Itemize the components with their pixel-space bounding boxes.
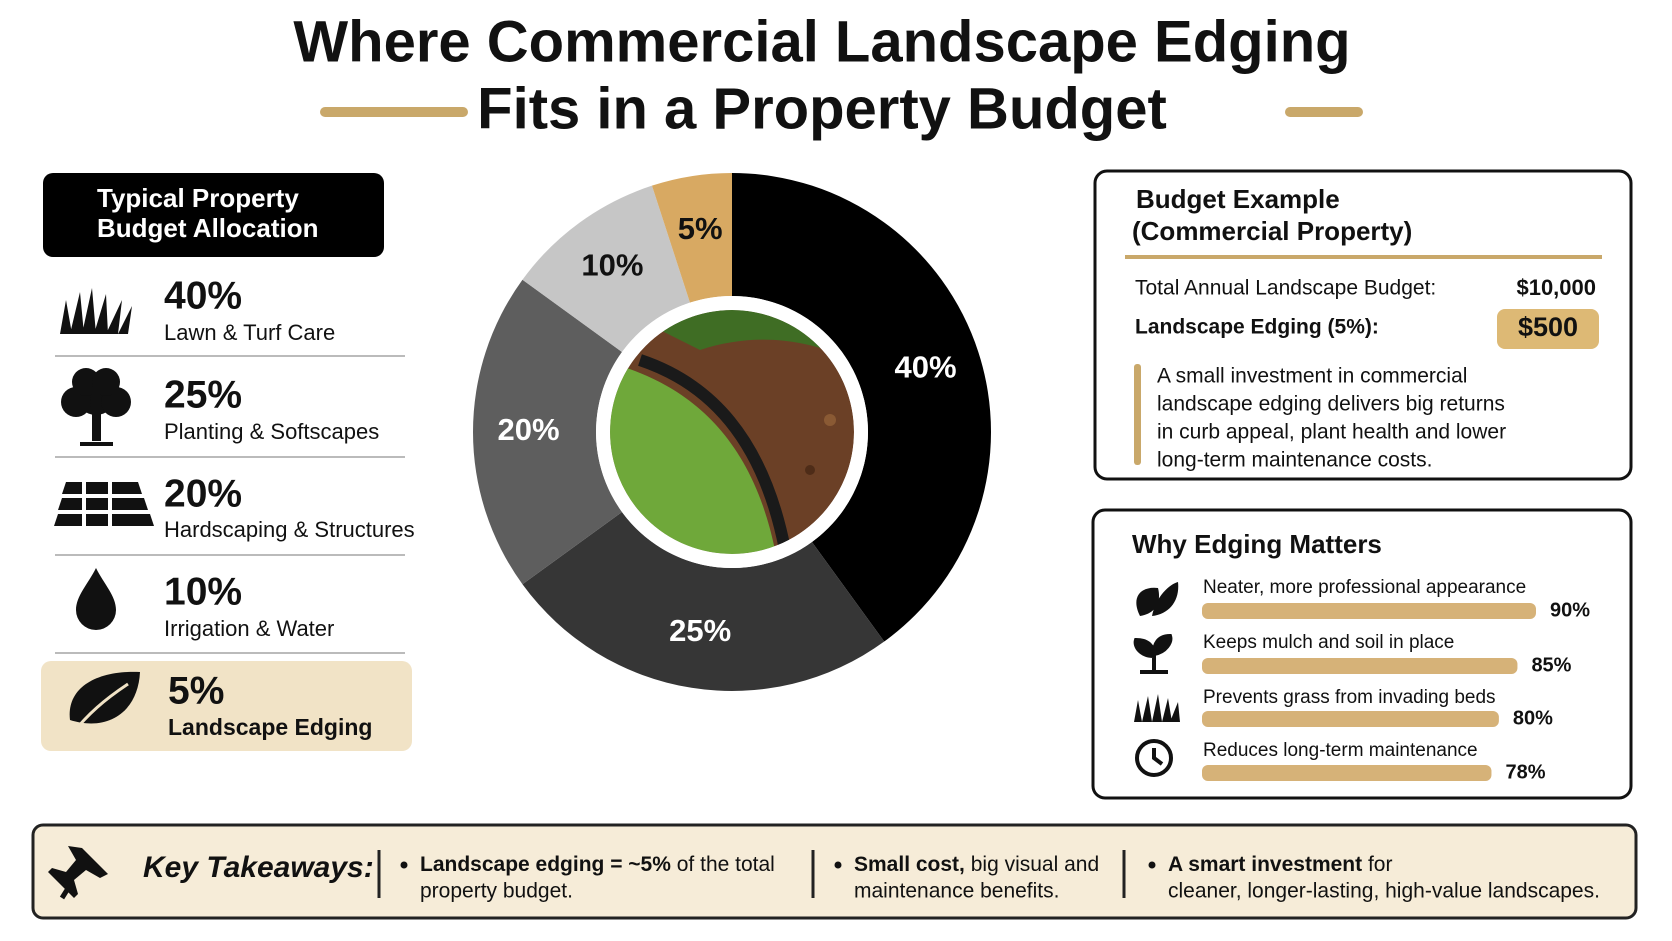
icon <box>1135 739 1173 777</box>
icon <box>48 846 108 900</box>
takeaway-bold: A smart investment <box>1168 853 1362 876</box>
slice <box>522 511 885 691</box>
note-line: long-term maintenance costs. <box>1157 449 1432 472</box>
takeaway-line: Small cost, big visual and <box>854 853 1099 876</box>
bar <box>1202 658 1518 674</box>
total-label: Total Annual Landscape Budget: <box>1135 277 1436 300</box>
slice <box>651 173 732 303</box>
photo-ring <box>596 296 868 568</box>
percent: 40% <box>164 274 242 317</box>
slice <box>732 173 991 642</box>
icon <box>54 480 154 528</box>
takeaways-heading: Key Takeaways: <box>143 851 374 884</box>
heading: Typical Property <box>97 183 299 213</box>
slice-label: 5% <box>678 211 723 246</box>
slice-label: 40% <box>895 349 957 384</box>
title-line: Fits in a Property Budget <box>477 76 1167 141</box>
slice-label: 10% <box>581 248 643 283</box>
icon <box>1136 582 1179 616</box>
category: Irrigation & Water <box>164 616 334 641</box>
bar-value: 80% <box>1513 707 1553 729</box>
note-line: landscape edging delivers big returns <box>1157 393 1505 416</box>
value-badge <box>1497 309 1599 349</box>
percent: 20% <box>164 472 242 515</box>
icon <box>1134 694 1180 722</box>
panel-title: (Commercial Property) <box>1132 216 1412 246</box>
bar-value: 78% <box>1505 761 1545 783</box>
note-line: A small investment in commercial <box>1157 365 1467 388</box>
slice <box>522 185 690 353</box>
bar <box>1202 765 1492 781</box>
icon <box>61 368 131 446</box>
icon <box>60 288 132 334</box>
note-line: in curb appeal, plant health and lower <box>1157 421 1506 444</box>
bullet <box>834 861 842 869</box>
allocation-list: Typical Property Budget Allocation 40% La… <box>41 173 415 751</box>
bar <box>1202 603 1536 619</box>
title-line: Where Commercial Landscape Edging <box>293 9 1350 74</box>
note: A small investment in commercial landscap… <box>1157 365 1506 472</box>
category: Landscape Edging <box>168 714 372 740</box>
category: Lawn & Turf Care <box>164 320 335 345</box>
takeaway-line: A smart investment for <box>1168 853 1392 876</box>
reason: Keeps mulch and soil in place <box>1203 632 1454 653</box>
takeaway-line: maintenance benefits. <box>854 880 1059 903</box>
reason: Reduces long-term maintenance <box>1203 740 1478 761</box>
takeaway-text: of the total <box>671 853 775 876</box>
edging-value: $500 <box>1518 312 1578 342</box>
slice-label: 25% <box>669 613 731 648</box>
takeaways-panel <box>31 823 1638 920</box>
icon <box>76 568 116 630</box>
title-rule <box>1285 107 1363 117</box>
takeaway-bold: Small cost, <box>854 853 965 876</box>
heading-box <box>43 173 384 257</box>
slice-label: 20% <box>497 412 559 447</box>
title-rule <box>320 107 468 117</box>
reason: Prevents grass from invading beds <box>1203 687 1496 708</box>
bar-value: 90% <box>1550 599 1590 621</box>
reason: Neater, more professional appearance <box>1203 577 1526 598</box>
edging-label: Landscape Edging (5%): <box>1135 316 1379 339</box>
panel-title: Why Edging Matters <box>1132 529 1382 559</box>
slice <box>473 279 622 585</box>
quote-bar <box>1134 364 1141 465</box>
bar-value: 85% <box>1531 654 1571 676</box>
takeaway-bold: Landscape edging = ~5% <box>420 853 671 876</box>
takeaway-text: big visual and <box>965 853 1099 876</box>
category: Planting & Softscapes <box>164 419 379 444</box>
panel-title: Budget Example <box>1136 184 1340 214</box>
percent: 25% <box>164 373 242 416</box>
percent: 10% <box>164 570 242 613</box>
bar-chart: Neater, more professional appearance 90% K… <box>1202 577 1590 783</box>
budget-panel <box>1093 169 1633 481</box>
bar <box>1202 711 1499 727</box>
bullet <box>1148 861 1156 869</box>
donut-chart: 40% 25% 20% 10% 5% <box>473 173 991 691</box>
category: Hardscaping & Structures <box>164 517 415 542</box>
takeaway-line: cleaner, longer-lasting, high-value land… <box>1168 880 1600 903</box>
bullet <box>400 861 408 869</box>
takeaway-line: Landscape edging = ~5% of the total <box>420 853 775 876</box>
heading: Budget Allocation <box>97 213 318 243</box>
takeaway-text: for <box>1362 853 1392 876</box>
takeaway-list: Landscape edging = ~5% of the total prope… <box>400 853 1600 903</box>
icon <box>1133 633 1173 674</box>
total-value: $10,000 <box>1516 275 1596 300</box>
icon <box>69 671 140 735</box>
takeaway-line: property budget. <box>420 880 573 903</box>
percent: 5% <box>168 669 224 712</box>
